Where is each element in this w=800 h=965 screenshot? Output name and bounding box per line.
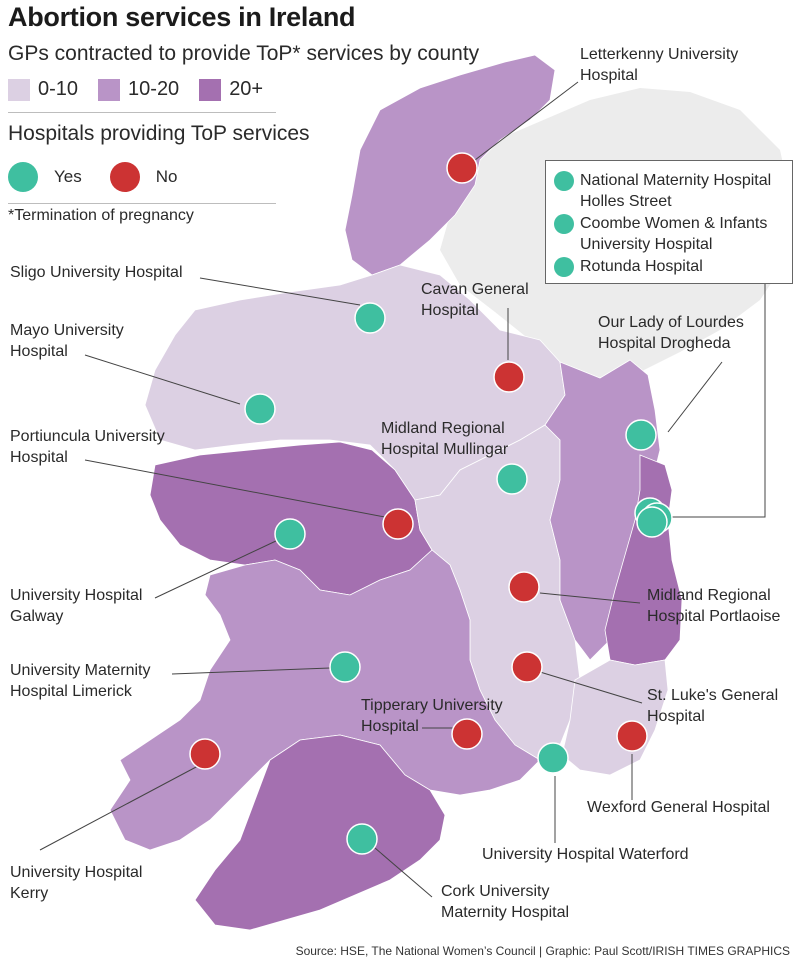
label-portiuncula-line2: Hospital (10, 449, 68, 466)
map-title: Abortion services in Ireland (8, 2, 356, 32)
legend-swatch-high (199, 78, 222, 101)
label-limerick: University Maternity Hospital Limerick (10, 660, 150, 702)
hospital-legend-title: Hospitals providing ToP services (8, 122, 310, 145)
marker-cork[interactable] (346, 823, 378, 855)
legend-dot-yes (8, 162, 38, 192)
legend-label-no: No (155, 167, 178, 186)
gp-legend: 0-10 10-20 20+ (8, 78, 263, 101)
county-cork (194, 734, 446, 931)
dublin-hospital-1-line1: National Maternity Hospital (580, 172, 772, 189)
marker-portlaoise[interactable] (508, 571, 540, 603)
hospital-legend: Yes No (8, 162, 177, 192)
label-mullingar-line2: Hospital Mullingar (381, 441, 509, 458)
marker-portiuncula[interactable] (382, 508, 414, 540)
marker-cavan[interactable] (493, 361, 525, 393)
dublin-hospitals-box: National Maternity Hospital Holles Stree… (545, 160, 793, 284)
label-cork-line1: Cork University (441, 883, 550, 900)
label-portiuncula: Portiuncula University Hospital (10, 426, 165, 468)
label-portlaoise-line1: Midland Regional (647, 587, 771, 604)
label-cavan: Cavan General Hospital (421, 279, 529, 321)
label-mayo: Mayo University Hospital (10, 320, 124, 362)
label-mullingar: Midland Regional Hospital Mullingar (381, 418, 508, 460)
label-cork-line2: Maternity Hospital (441, 904, 570, 921)
marker-kerry[interactable] (189, 738, 221, 770)
dublin-hospital-coombe[interactable]: Coombe Women & Infants University Hospit… (554, 213, 767, 255)
label-sligo-line1: Sligo University Hospital (10, 264, 183, 281)
dublin-hospital-rotunda[interactable]: Rotunda Hospital (554, 256, 703, 277)
label-cavan-line1: Cavan General (421, 281, 529, 298)
label-stlukes: St. Luke's General Hospital (647, 685, 778, 727)
label-galway-line2: Galway (10, 608, 64, 625)
label-limerick-line1: University Maternity (10, 662, 151, 679)
legend-label-yes: Yes (54, 167, 82, 186)
label-letterkenny: Letterkenny University Hospital (580, 44, 738, 86)
marker-tipperary[interactable] (451, 718, 483, 750)
label-mayo-line1: Mayo University (10, 322, 124, 339)
label-limerick-line2: Hospital Limerick (10, 683, 132, 700)
legend-swatch-mid (98, 78, 121, 101)
label-waterford-line1: University Hospital Waterford (482, 846, 689, 863)
hospital-markers (189, 152, 673, 855)
label-cavan-line2: Hospital (421, 302, 479, 319)
label-drogheda-line2: Hospital Drogheda (598, 335, 731, 352)
leader-lines (39, 81, 766, 898)
marker-letterkenny[interactable] (446, 152, 478, 184)
dublin-hospital-holles-street[interactable]: National Maternity Hospital Holles Stree… (554, 170, 771, 212)
label-tipperary-line2: Hospital (361, 718, 419, 735)
label-kerry-line1: University Hospital (10, 864, 143, 881)
legend-label-high: 20+ (229, 78, 264, 100)
marker-limerick[interactable] (329, 651, 361, 683)
label-drogheda: Our Lady of Lourdes Hospital Drogheda (598, 312, 744, 354)
label-letterkenny-line2: Hospital (580, 67, 638, 84)
marker-mayo[interactable] (244, 393, 276, 425)
label-mullingar-line1: Midland Regional (381, 420, 505, 437)
marker-drogheda[interactable] (625, 419, 657, 451)
marker-wexford[interactable] (616, 720, 648, 752)
marker-mullingar[interactable] (496, 463, 528, 495)
label-cork: Cork University Maternity Hospital (441, 881, 569, 923)
legend-dot-no (109, 162, 140, 192)
legend-swatch-low (8, 78, 30, 101)
footnote: *Termination of pregnancy (8, 207, 194, 224)
marker-galway[interactable] (274, 518, 306, 550)
label-drogheda-line1: Our Lady of Lourdes (598, 314, 744, 331)
label-galway-line1: University Hospital (10, 587, 143, 604)
dublin-hospital-2-line2: University Hospital (580, 236, 713, 253)
label-kerry-line2: Kerry (10, 885, 49, 902)
label-stlukes-line1: St. Luke's General (647, 687, 779, 704)
legend-divider-1 (8, 112, 276, 113)
label-portiuncula-line1: Portiuncula University (10, 428, 165, 445)
marker-sligo[interactable] (354, 302, 386, 334)
dublin-hospital-3-line1: Rotunda Hospital (580, 258, 703, 275)
label-kerry: University Hospital Kerry (10, 862, 142, 904)
dublin-dot-2 (554, 214, 574, 234)
label-portlaoise: Midland Regional Hospital Portlaoise (647, 585, 780, 627)
legend-divider-2 (8, 203, 276, 204)
label-sligo: Sligo University Hospital (10, 262, 183, 283)
label-letterkenny-line1: Letterkenny University (580, 46, 739, 63)
label-galway: University Hospital Galway (10, 585, 142, 627)
label-stlukes-line2: Hospital (647, 708, 705, 725)
label-waterford: University Hospital Waterford (482, 844, 689, 865)
source-credit: Source: HSE, The National Women’s Counci… (295, 944, 790, 958)
dublin-dot-1 (554, 171, 574, 191)
marker-waterford[interactable] (537, 742, 569, 774)
label-mayo-line2: Hospital (10, 343, 68, 360)
dublin-dot-3 (554, 257, 574, 277)
dublin-hospital-1-line2: Holles Street (580, 193, 672, 210)
dublin-hospital-2-line1: Coombe Women & Infants (580, 215, 768, 232)
label-tipperary-line1: Tipperary University (361, 697, 503, 714)
label-portlaoise-line2: Hospital Portlaoise (647, 608, 781, 625)
marker-dublin-3[interactable] (636, 506, 668, 538)
label-tipperary: Tipperary University Hospital (361, 695, 503, 737)
legend-label-low: 0-10 (38, 78, 79, 100)
label-wexford-line1: Wexford General Hospital (587, 799, 770, 816)
map-subtitle: GPs contracted to provide ToP* services … (8, 42, 480, 65)
marker-stlukes[interactable] (511, 651, 543, 683)
label-wexford: Wexford General Hospital (587, 797, 770, 818)
legend-label-mid: 10-20 (128, 78, 180, 100)
